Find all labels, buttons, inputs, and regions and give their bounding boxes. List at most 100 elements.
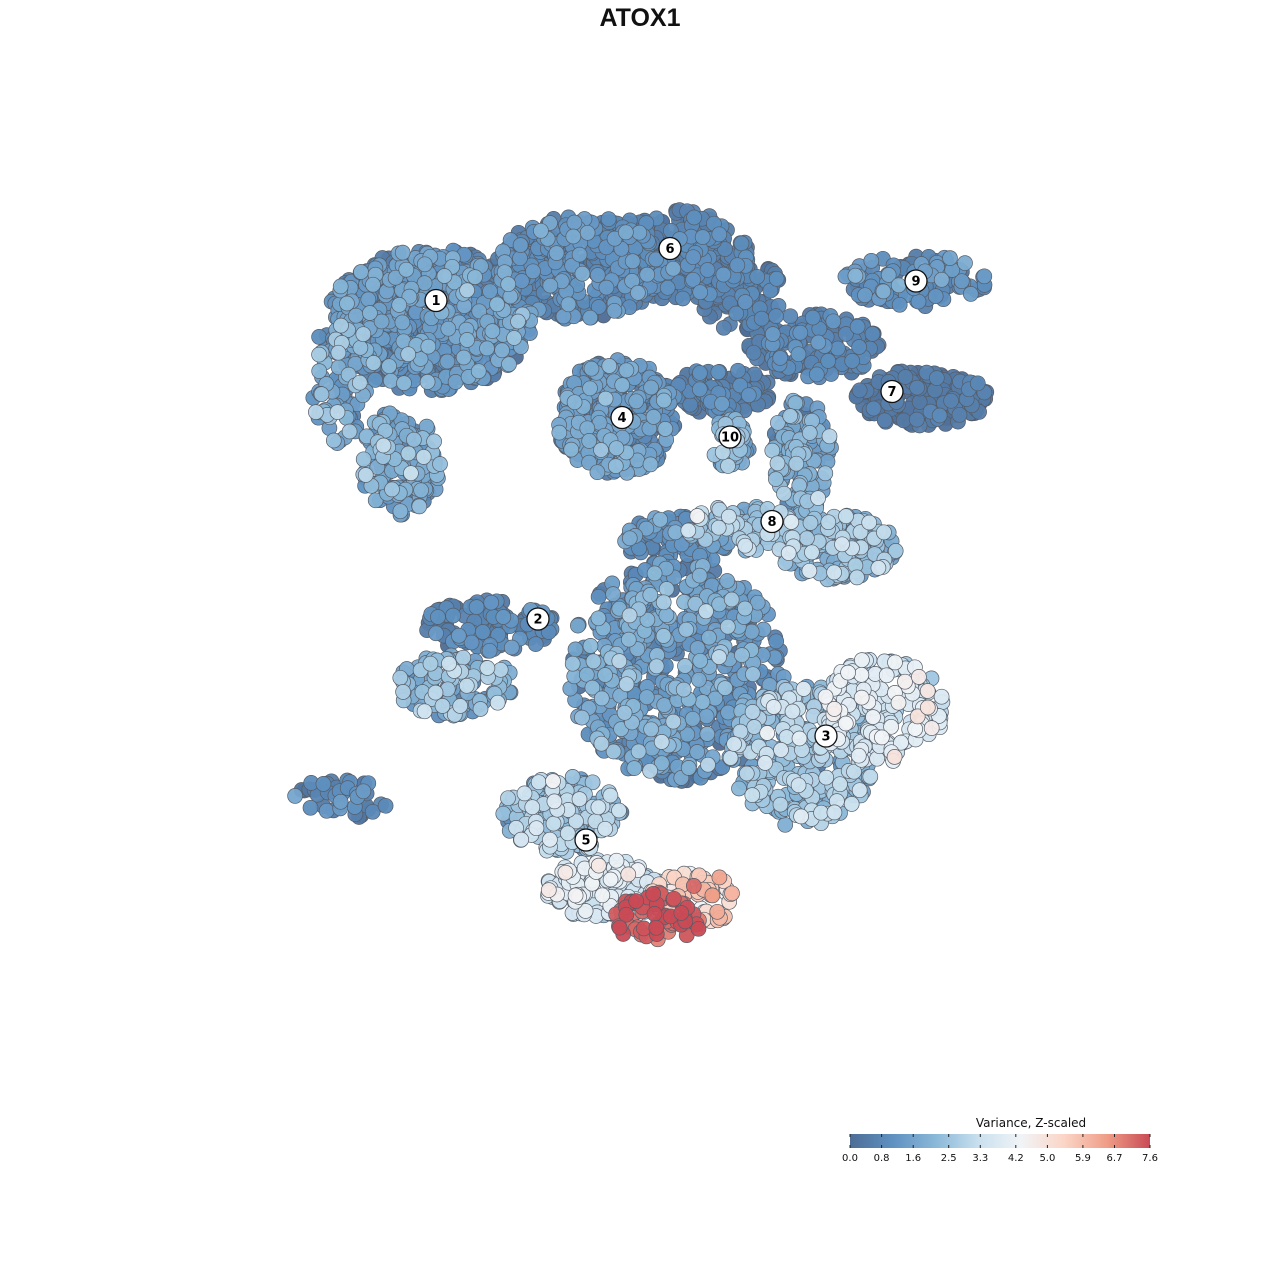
scatter-point [353, 264, 369, 280]
scatter-point [851, 382, 868, 399]
scatter-point [890, 694, 907, 711]
scatter-point [801, 425, 818, 441]
scatter-point [793, 808, 809, 825]
scatter-point [721, 508, 737, 525]
scatter-point [341, 423, 358, 440]
scatter-point [422, 655, 439, 672]
scatter-point [768, 308, 784, 324]
scatter-point [678, 621, 695, 638]
scatter-point [951, 406, 968, 423]
scatter-point [909, 379, 925, 396]
scatter-point [339, 295, 355, 312]
scatter-point [415, 449, 432, 465]
scatter-point [783, 514, 800, 530]
scatter-point [559, 825, 576, 842]
scatter-point [698, 603, 714, 620]
scatter-point [931, 407, 948, 424]
scatter-point [801, 562, 818, 579]
scatter-point [657, 421, 674, 437]
scatter-point [602, 787, 619, 804]
scatter-point [943, 392, 959, 409]
scatter-point [585, 653, 602, 670]
scatter-point [564, 655, 581, 672]
scatter-point [318, 802, 335, 819]
scatter-point [355, 451, 372, 468]
scatter-point [692, 365, 708, 381]
scatter-point [908, 411, 925, 428]
scatter-point [589, 267, 606, 283]
scatter-point [851, 339, 867, 355]
scatter-point [631, 224, 648, 241]
scatter-point [533, 222, 549, 239]
scatter-point [691, 671, 707, 688]
scatter-point [825, 313, 842, 330]
scatter-point [411, 498, 428, 515]
scatter-point [768, 633, 785, 650]
scatter-point [791, 730, 808, 747]
scatter-point [548, 245, 565, 261]
scatter-point [791, 477, 808, 494]
scatter-point [398, 261, 415, 278]
scatter-point [445, 607, 461, 624]
scatter-point [330, 344, 347, 361]
scatter-point [512, 237, 529, 253]
scatter-point [602, 871, 619, 888]
scatter-point [692, 284, 709, 301]
scatter-point [768, 471, 784, 487]
scatter-point [832, 776, 848, 793]
scatter-point [563, 441, 580, 458]
scatter-point [874, 729, 890, 746]
scatter-point [658, 581, 675, 597]
scatter-point [430, 609, 446, 625]
scatter-point [838, 508, 854, 525]
scatter-point [784, 703, 801, 720]
scatter-point [701, 629, 717, 646]
scatter-point [481, 642, 498, 659]
scatter-point [571, 791, 588, 807]
scatter-point [704, 887, 721, 904]
scatter-point [375, 437, 392, 454]
scatter-point [394, 244, 411, 261]
scatter-point [525, 263, 541, 280]
scatter-point [618, 676, 635, 693]
scatter-point [717, 680, 733, 696]
scatter-point [723, 591, 740, 608]
scatter-point [726, 736, 742, 752]
scatter-point [441, 655, 457, 672]
scatter-point [753, 310, 770, 327]
scatter-point [655, 594, 672, 611]
scatter-point [427, 684, 444, 701]
scatter-point [729, 257, 746, 274]
scatter-point [630, 284, 646, 301]
scatter-point [740, 387, 757, 404]
scatter-point [489, 694, 506, 711]
scatter-point [698, 708, 715, 725]
scatter-point [582, 309, 599, 326]
scatter-point [782, 308, 799, 325]
scatter-point [516, 785, 533, 802]
scatter-point [957, 255, 973, 271]
scatter-point [933, 271, 950, 288]
scatter-point [579, 224, 596, 241]
scatter-point [440, 320, 457, 337]
scatter-point [302, 799, 319, 816]
scatter-point [826, 564, 842, 581]
scatter-point [870, 560, 887, 576]
scatter-point [608, 440, 625, 457]
scatter-point [642, 762, 658, 779]
scatter-point [711, 649, 727, 665]
scatter-point [863, 252, 880, 269]
scatter-point [643, 721, 659, 738]
scatter-point [710, 364, 727, 381]
scatter-point [403, 465, 419, 482]
scatter-point [694, 694, 711, 710]
scatter-point [546, 793, 563, 810]
scatter-point [810, 334, 827, 351]
scatter-point [658, 607, 675, 624]
scatter-point [642, 587, 659, 603]
scatter-point [733, 235, 750, 252]
scatter-point [400, 445, 417, 462]
scatter-point [455, 649, 472, 666]
scatter-point [976, 268, 993, 285]
scatter-point [325, 432, 342, 449]
